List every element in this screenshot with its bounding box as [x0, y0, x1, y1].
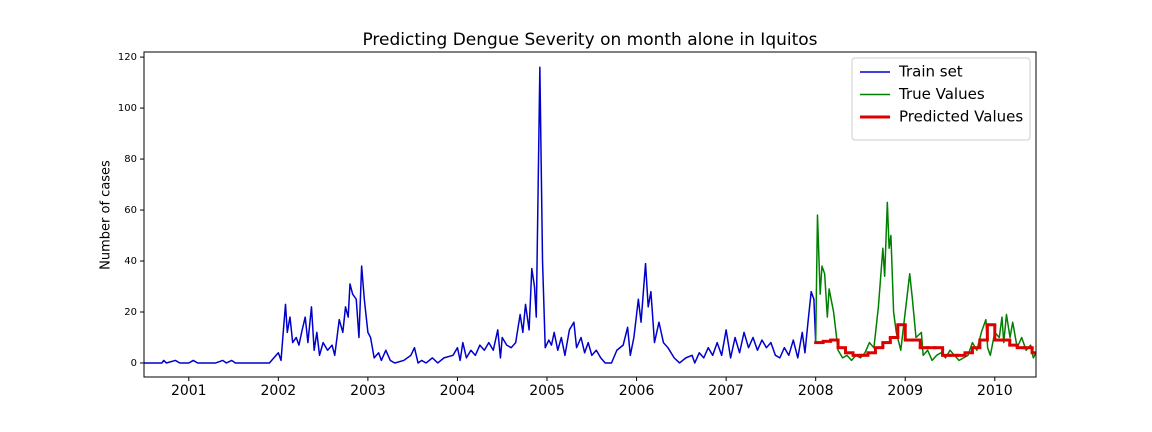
y-tick-label: 40 — [124, 256, 137, 267]
x-tick-label: 2010 — [977, 383, 1013, 399]
x-tick-label: 2001 — [171, 383, 207, 399]
chart-title: Predicting Dengue Severity on month alon… — [362, 30, 817, 50]
legend-label: Train set — [898, 63, 963, 81]
step-line — [814, 323, 1036, 357]
y-tick-label: 80 — [124, 154, 137, 165]
x-tick-label: 2009 — [887, 383, 923, 399]
x-tick-label: 2005 — [529, 383, 565, 399]
x-tick-label: 2004 — [440, 383, 476, 399]
y-tick-label: 60 — [124, 205, 137, 216]
x-tick-label: 2006 — [619, 383, 655, 399]
legend-box — [851, 57, 1031, 141]
legend-label: True Values — [898, 85, 985, 103]
y-tick-label: 100 — [118, 103, 137, 114]
series-line — [814, 201, 1036, 362]
y-tick-label: 120 — [118, 52, 137, 63]
y-axis-label: Number of cases — [99, 160, 114, 270]
x-tick-label: 2002 — [261, 383, 297, 399]
legend-label: Predicted Values — [899, 108, 1023, 126]
plot-frame — [143, 51, 1037, 378]
x-tick-label: 2003 — [350, 383, 386, 399]
y-tick-label: 0 — [131, 358, 137, 369]
x-tick-label: 2008 — [798, 383, 834, 399]
series-line — [144, 66, 817, 364]
y-tick-label: 20 — [124, 307, 137, 318]
x-tick-label: 2007 — [708, 383, 744, 399]
